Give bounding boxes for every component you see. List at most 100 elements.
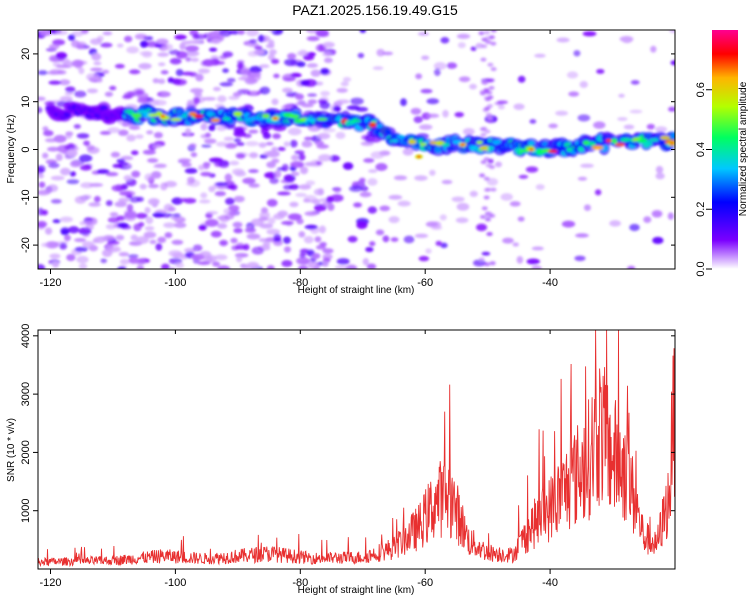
heatmap-cell	[86, 73, 99, 81]
heatmap-cell	[630, 80, 640, 85]
heatmap-cell	[526, 258, 540, 265]
heatmap-cell	[342, 162, 354, 170]
heatmap-cell	[82, 241, 95, 249]
heatmap-cell	[233, 195, 245, 203]
colorbar-ticks: 0.0 0.2 0.4 0.6	[695, 82, 712, 277]
heatmap-cell	[336, 99, 350, 104]
heatmap-cell	[390, 237, 399, 242]
heatmap-cell	[376, 124, 383, 129]
heatmap-cell	[481, 44, 488, 49]
heatmap-cell	[425, 221, 439, 228]
heatmap-cell	[413, 116, 423, 124]
heatmap-cell	[78, 227, 92, 235]
heatmap-cell	[49, 69, 64, 75]
heatmap-cell	[283, 77, 296, 82]
heatmap-cell	[375, 163, 388, 171]
heatmap-cell	[185, 50, 200, 57]
snr-y-axis-label: SNR (10 * v/v)	[6, 418, 17, 482]
heatmap-cell	[262, 132, 272, 139]
heatmap-cell	[190, 152, 198, 158]
snr-x-axis-label: Height of straight line (km)	[298, 585, 415, 596]
heatmap-cell	[353, 202, 362, 208]
heatmap-cell	[382, 235, 390, 243]
heatmap-cell	[643, 140, 653, 147]
heatmap-cell	[512, 242, 519, 247]
heatmap-cell	[76, 42, 85, 50]
heatmap-cell	[135, 89, 145, 96]
heatmap-cell	[247, 73, 261, 82]
heatmap-cell	[222, 68, 229, 73]
heatmap-cell	[483, 176, 490, 181]
heatmap-cell	[218, 160, 230, 169]
heatmap-cell	[659, 135, 671, 140]
heatmap-cell	[617, 117, 628, 121]
heatmap-cell	[175, 262, 185, 269]
heatmap-cell	[148, 183, 159, 189]
heatmap-cell	[197, 68, 211, 74]
heatmap-cell	[50, 175, 65, 181]
heatmap-cell	[307, 93, 317, 97]
heatmap-cell	[484, 211, 491, 216]
heatmap-cell	[232, 168, 245, 176]
heatmap-cell	[611, 138, 618, 144]
heatmap-cell	[312, 253, 321, 260]
heatmap-cell	[397, 200, 411, 207]
heatmap-cell	[228, 95, 240, 101]
heatmap-cell	[458, 76, 471, 83]
heatmap-cell	[38, 173, 44, 179]
heatmap-cell	[480, 132, 487, 137]
heatmap-cell	[79, 165, 92, 171]
heatmap-cell	[115, 234, 125, 241]
heatmap-cell	[400, 98, 407, 107]
heatmap-cell	[88, 202, 101, 207]
heatmap-cell	[126, 134, 136, 142]
heatmap-cell	[175, 68, 184, 77]
heatmap-cell	[295, 192, 307, 198]
heatmap-cell	[315, 30, 329, 37]
heatmap-cell	[55, 153, 63, 162]
heatmap-cell	[174, 34, 187, 40]
heatmap-cell	[52, 39, 66, 46]
heatmap-cell	[76, 133, 90, 139]
heatmap-cell	[208, 185, 216, 193]
heatmap-cell	[577, 176, 588, 181]
heatmap-cell	[316, 117, 328, 121]
heatmap-cell	[370, 151, 385, 159]
heatmap-cell	[45, 241, 60, 249]
heatmap-cell	[376, 48, 385, 57]
heatmap-cell	[140, 40, 148, 48]
heatmap-cell	[179, 198, 189, 202]
heatmap-cell	[193, 97, 201, 105]
heatmap-cell	[342, 77, 352, 82]
heatmap-cell	[176, 115, 187, 119]
heatmap-cell	[426, 98, 440, 105]
heatmap-cell	[287, 213, 302, 221]
heatmap-cell	[646, 123, 656, 130]
heatmap-cell	[67, 143, 75, 151]
heatmap-cell	[135, 212, 148, 219]
heatmap-cell	[197, 261, 211, 265]
heatmap-cell	[168, 206, 176, 212]
heatmap-cell	[178, 158, 192, 163]
heatmap-cell	[566, 71, 579, 79]
heatmap-cell	[233, 228, 243, 234]
heatmap-cell	[92, 238, 100, 244]
heatmap-cell	[627, 265, 636, 269]
heatmap-cell	[146, 130, 154, 135]
heatmap-cell	[317, 132, 331, 140]
heatmap-cell	[446, 62, 458, 69]
heatmap-cell	[269, 49, 277, 56]
heatmap-cell	[267, 217, 276, 225]
heatmap-cell	[502, 237, 514, 244]
heatmap-cell	[277, 146, 286, 151]
heatmap-cell	[318, 154, 332, 162]
heatmap-cell	[48, 43, 60, 50]
heatmap-cell	[210, 118, 221, 123]
heatmap-cell	[117, 129, 129, 136]
heatmap-cell	[301, 103, 314, 108]
heatmap-cell	[363, 158, 375, 163]
heatmap-cell	[618, 93, 625, 98]
heatmap-cell	[68, 226, 80, 234]
heatmap-cell	[277, 210, 289, 217]
heatmap-cell	[237, 61, 244, 70]
